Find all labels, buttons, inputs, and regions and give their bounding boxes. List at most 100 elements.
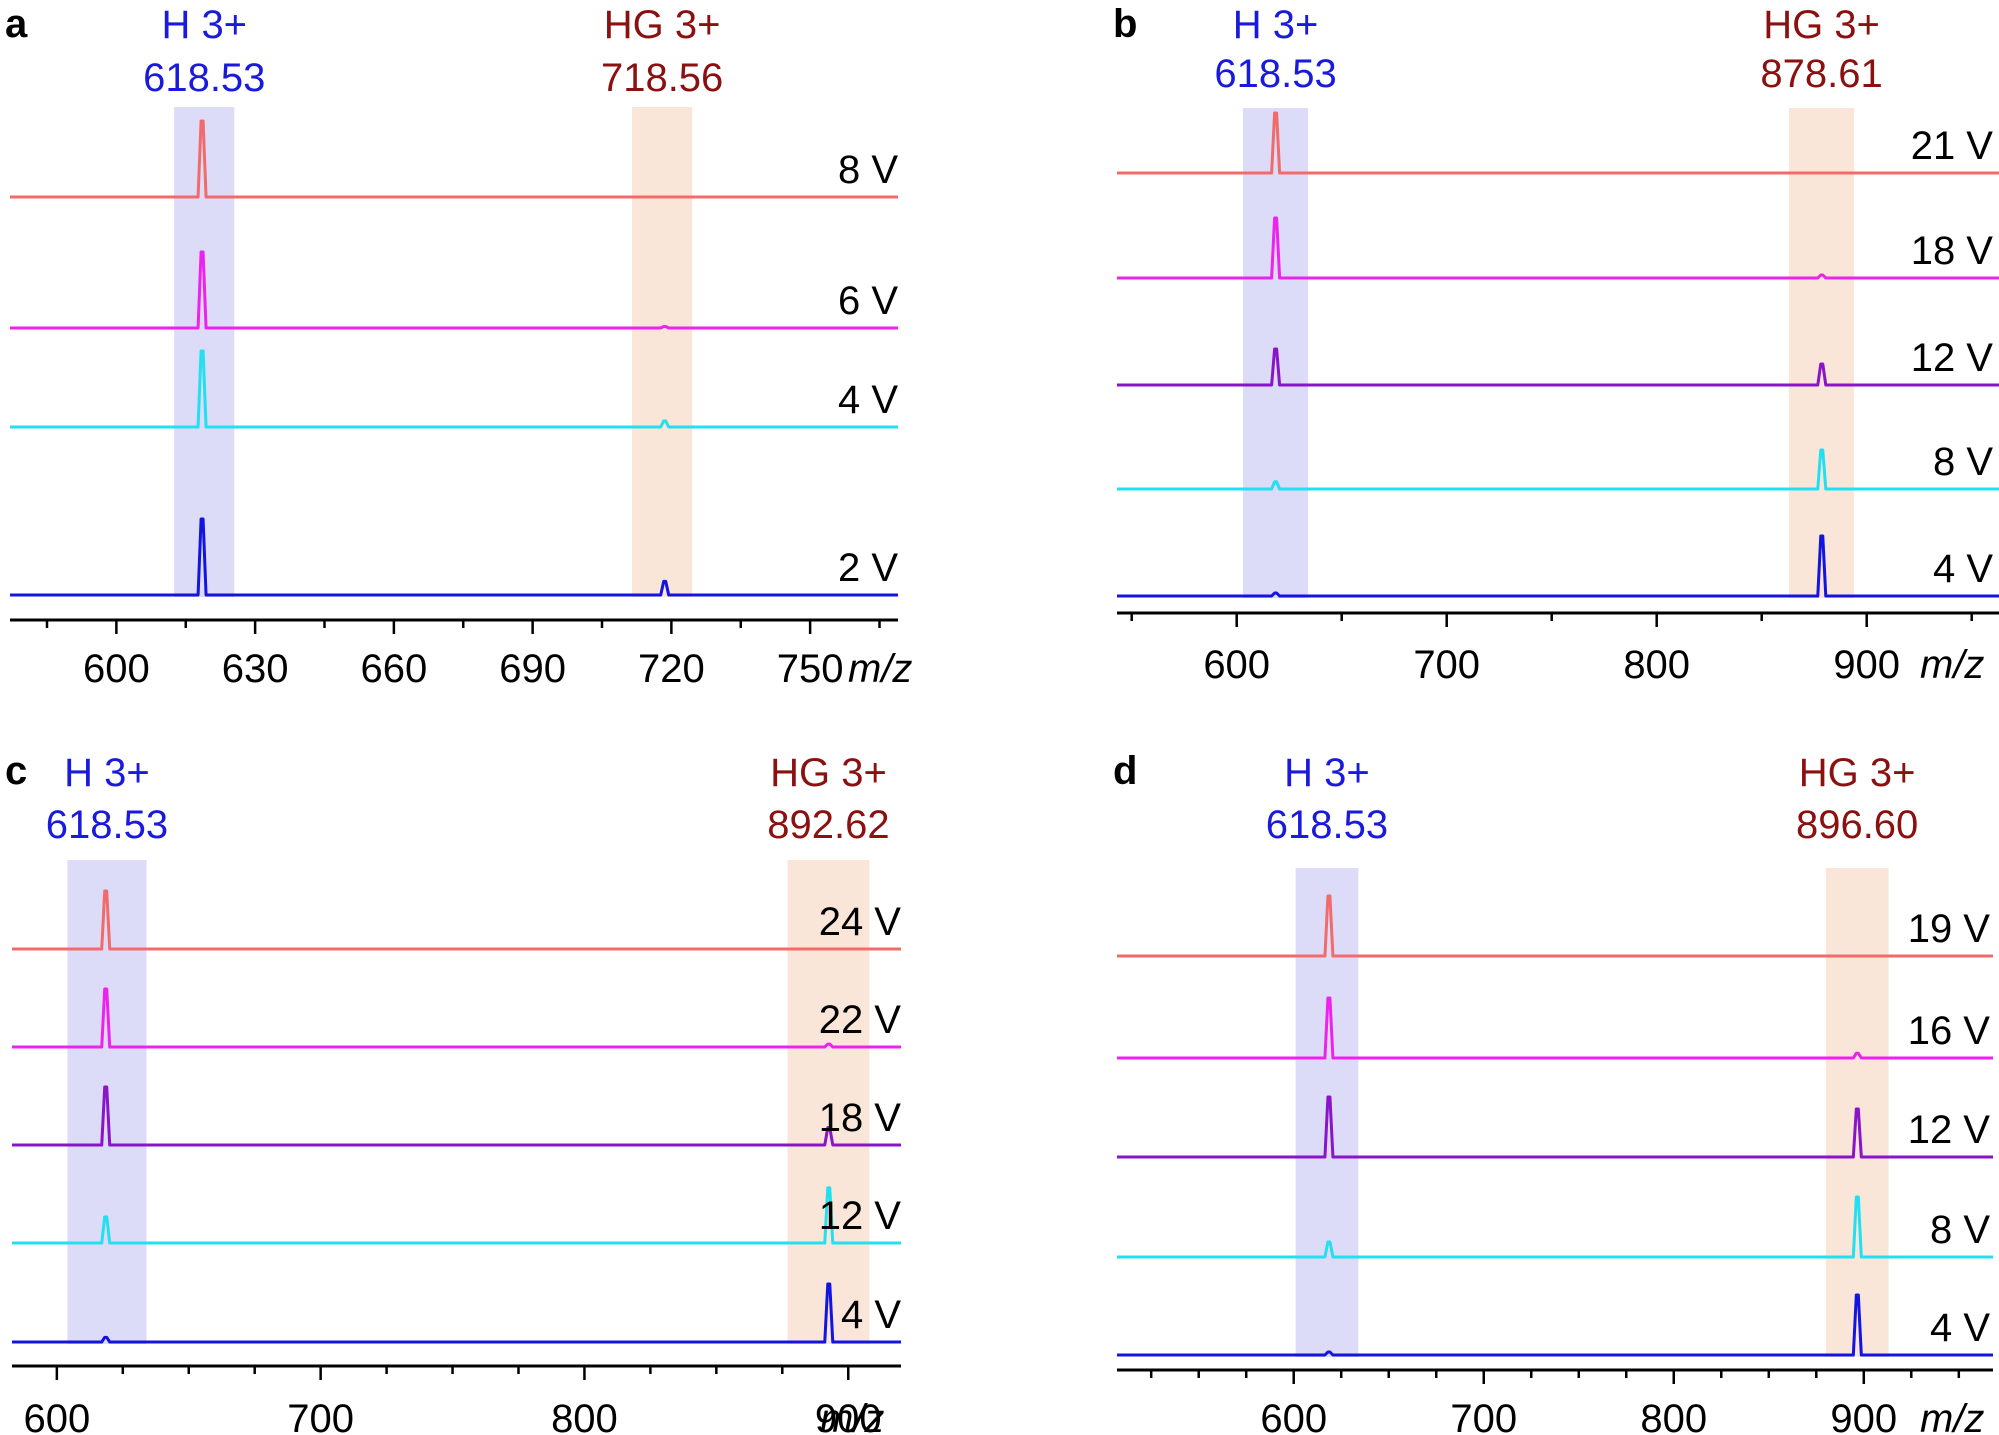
voltage-label: 4 V bbox=[841, 1293, 901, 1337]
guest-ion-band bbox=[1789, 108, 1855, 598]
tick-label: 900 bbox=[1830, 1397, 1897, 1435]
host-ion-mz: 618.53 bbox=[143, 56, 265, 100]
voltage-label: 21 V bbox=[1911, 124, 1994, 168]
tick-label: 630 bbox=[222, 647, 289, 691]
voltage-label: 19 V bbox=[1908, 907, 1991, 951]
spectrum-trace bbox=[1117, 448, 1999, 491]
tick-label: 800 bbox=[1623, 643, 1690, 687]
voltage-label: 18 V bbox=[819, 1096, 902, 1140]
voltage-label: 12 V bbox=[1908, 1108, 1991, 1152]
tick-label: 900 bbox=[815, 1397, 882, 1435]
voltage-label: 4 V bbox=[1930, 1306, 1990, 1350]
host-ion-label: H 3+ bbox=[1284, 751, 1370, 795]
tick-label: 900 bbox=[1833, 643, 1900, 687]
spectrum-trace bbox=[12, 987, 901, 1049]
spectrum-trace bbox=[10, 517, 898, 597]
spectrum-trace bbox=[12, 1282, 901, 1344]
panel-a: a H 3+ 618.53 HG 3+ 718.56 8 V 6 V 4 V 2… bbox=[5, 2, 912, 691]
panel-d: d H 3+ 618.53 HG 3+ 896.60 19 V 16 V 12 … bbox=[1113, 749, 1993, 1435]
host-ion-mz: 618.53 bbox=[46, 803, 168, 847]
spectrum-trace bbox=[1117, 894, 1993, 958]
highlight-bands bbox=[174, 107, 693, 597]
panel-label-b: b bbox=[1113, 2, 1137, 46]
tick-label: 690 bbox=[499, 647, 566, 691]
panel-c: c H 3+ 618.53 HG 3+ 892.62 24 V 22 V 18 … bbox=[5, 749, 901, 1435]
voltage-labels: 21 V 18 V 12 V 8 V 4 V bbox=[1911, 124, 1994, 591]
tick-label: 800 bbox=[1640, 1397, 1707, 1435]
tick-label: 600 bbox=[83, 647, 150, 691]
tick-label: 600 bbox=[1203, 643, 1270, 687]
voltage-label: 2 V bbox=[838, 546, 898, 590]
spectrum-trace bbox=[1117, 347, 1999, 387]
x-axis: 600 700 800 900 bbox=[1117, 611, 1999, 687]
tick-label: 700 bbox=[287, 1397, 354, 1435]
voltage-label: 6 V bbox=[838, 279, 898, 323]
spectrum-trace bbox=[1117, 996, 1993, 1060]
tick-label: 600 bbox=[1260, 1397, 1327, 1435]
tick-label: 800 bbox=[551, 1397, 618, 1435]
host-ion-mz: 618.53 bbox=[1266, 803, 1388, 847]
spectra-traces bbox=[1117, 111, 1999, 598]
guest-ion-label: HG 3+ bbox=[604, 3, 721, 47]
voltage-label: 8 V bbox=[1933, 440, 1993, 484]
voltage-label: 16 V bbox=[1908, 1009, 1991, 1053]
voltage-label: 4 V bbox=[838, 378, 898, 422]
highlight-bands bbox=[1243, 108, 1855, 598]
guest-ion-label: HG 3+ bbox=[770, 751, 887, 795]
x-axis-title: m/z bbox=[820, 1397, 884, 1435]
x-axis: 600 630 660 690 720 750 bbox=[10, 618, 898, 691]
guest-ion-label: HG 3+ bbox=[1763, 3, 1880, 47]
spectrum-trace bbox=[1117, 216, 1999, 280]
guest-ion-mz: 718.56 bbox=[601, 56, 723, 100]
tick-label: 750 bbox=[777, 647, 844, 691]
x-axis-title: m/z bbox=[1920, 643, 1984, 687]
tick-label: 700 bbox=[1413, 643, 1480, 687]
spectrum-trace bbox=[1117, 111, 1999, 175]
voltage-labels: 8 V 6 V 4 V 2 V bbox=[838, 148, 898, 590]
voltage-labels: 24 V 22 V 18 V 12 V 4 V bbox=[819, 900, 902, 1337]
voltage-label: 12 V bbox=[1911, 336, 1994, 380]
spectra-traces bbox=[1117, 894, 1993, 1357]
spectrum-trace bbox=[12, 889, 901, 951]
tick-label: 600 bbox=[23, 1397, 90, 1435]
host-ion-label: H 3+ bbox=[161, 3, 247, 47]
tick-label: 660 bbox=[361, 647, 428, 691]
highlight-bands bbox=[67, 860, 870, 1344]
host-ion-label: H 3+ bbox=[1233, 3, 1319, 47]
panel-label-d: d bbox=[1113, 749, 1137, 793]
panel-label-a: a bbox=[5, 2, 28, 46]
x-axis-title: m/z bbox=[1920, 1397, 1984, 1435]
guest-ion-mz: 878.61 bbox=[1760, 52, 1882, 96]
spectrum-trace bbox=[1117, 1293, 1993, 1357]
highlight-bands bbox=[1295, 868, 1889, 1357]
guest-ion-mz: 896.60 bbox=[1796, 803, 1918, 847]
voltage-label: 4 V bbox=[1933, 547, 1993, 591]
voltage-label: 18 V bbox=[1911, 229, 1994, 273]
x-axis-title: m/z bbox=[848, 647, 912, 691]
x-axis: 600 700 800 900 bbox=[1117, 1368, 1993, 1435]
spectrum-trace bbox=[1117, 1195, 1993, 1259]
guest-ion-band bbox=[787, 860, 870, 1344]
voltage-label: 8 V bbox=[838, 148, 898, 192]
spectrum-trace bbox=[10, 250, 898, 330]
spectrum-trace bbox=[1117, 534, 1999, 598]
spectrum-trace bbox=[10, 119, 898, 199]
panel-b: b H 3+ 618.53 HG 3+ 878.61 21 V 18 V 12 … bbox=[1113, 2, 1999, 687]
x-axis: 600 700 800 900 bbox=[12, 1364, 901, 1435]
voltage-label: 24 V bbox=[819, 900, 902, 944]
guest-ion-mz: 892.62 bbox=[767, 803, 889, 847]
spectrum-trace bbox=[12, 1085, 901, 1147]
spectra-traces bbox=[10, 119, 898, 597]
spectrum-trace bbox=[1117, 1095, 1993, 1159]
spectrum-trace bbox=[12, 1186, 901, 1245]
spectrum-trace bbox=[10, 349, 898, 429]
guest-ion-label: HG 3+ bbox=[1799, 751, 1916, 795]
host-ion-mz: 618.53 bbox=[1214, 52, 1336, 96]
guest-ion-band bbox=[632, 107, 693, 597]
host-ion-label: H 3+ bbox=[64, 751, 150, 795]
tick-label: 700 bbox=[1450, 1397, 1517, 1435]
voltage-label: 8 V bbox=[1930, 1208, 1990, 1252]
voltage-label: 22 V bbox=[819, 998, 902, 1042]
voltage-label: 12 V bbox=[819, 1194, 902, 1238]
